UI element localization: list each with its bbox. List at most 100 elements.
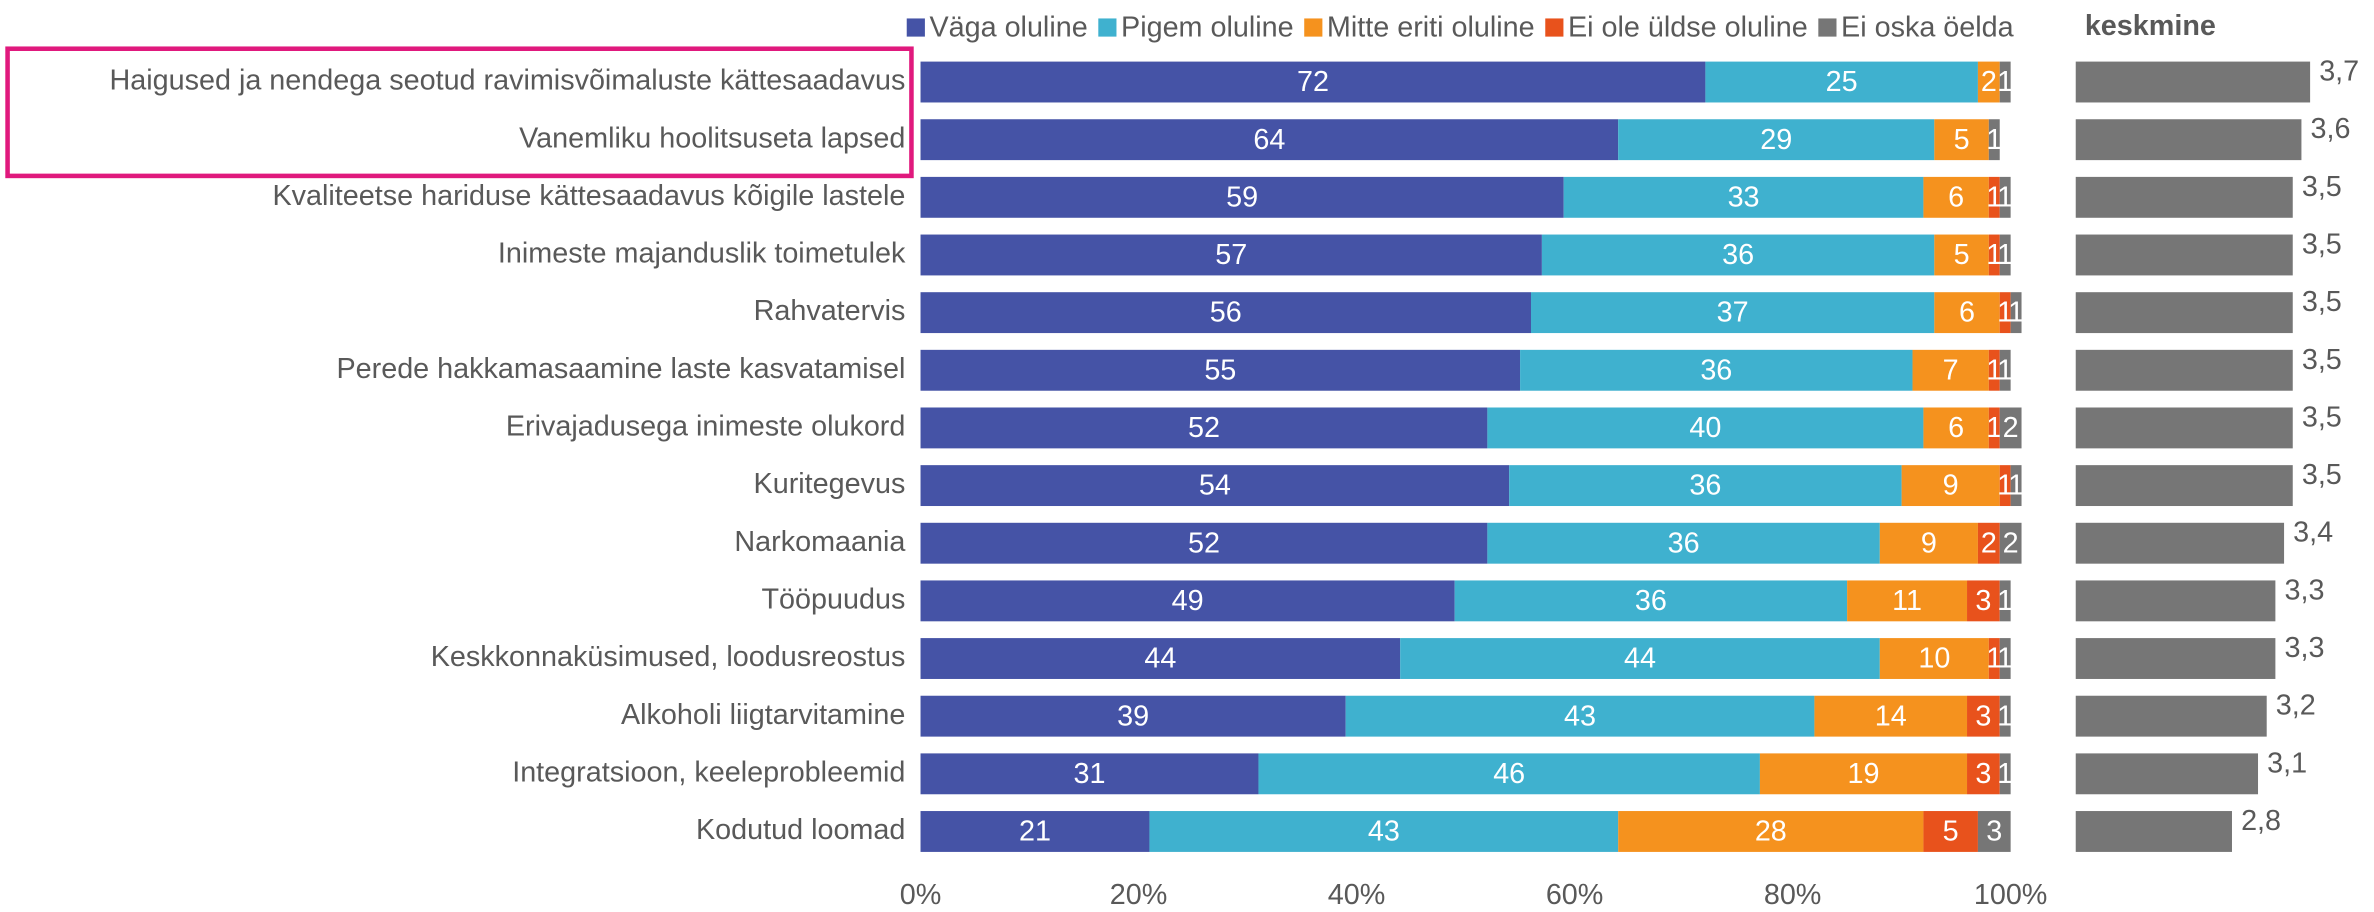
bar — [2075, 61, 2311, 103]
legend-swatch — [906, 18, 925, 37]
category-label: Inimeste majanduslik toimetulek — [498, 238, 906, 270]
data-label: 1 — [1997, 470, 2013, 502]
bar-segment — [920, 119, 1619, 161]
bar-segment — [920, 695, 1346, 737]
data-label: 2 — [2003, 527, 2019, 559]
legend-swatch — [1098, 18, 1117, 37]
data-label: 3 — [1975, 700, 1991, 732]
bar-segment — [920, 580, 1455, 622]
data-label: 43 — [1368, 816, 1400, 848]
bar — [2075, 753, 2259, 795]
data-label: 1 — [1997, 643, 2013, 675]
data-label: 6 — [1948, 412, 1964, 444]
data-label: 40 — [1689, 412, 1721, 444]
data-label: 3,1 — [2267, 747, 2307, 779]
category-label: Narkomaania — [734, 526, 905, 558]
data-label: 3 — [1975, 758, 1991, 790]
bar — [2075, 811, 2232, 852]
bar-segment — [1999, 292, 2011, 334]
bar-segment — [1487, 522, 1880, 564]
category-label: Alkoholi liigtarvitamine — [621, 699, 905, 731]
data-label: 52 — [1188, 412, 1220, 444]
bar — [2075, 465, 2293, 507]
data-label: 25 — [1826, 66, 1858, 98]
data-label: 2 — [2003, 412, 2019, 444]
data-label: 14 — [1875, 700, 1907, 732]
bar-segment — [920, 176, 1564, 218]
bar-segment — [1999, 695, 2011, 737]
bar-segment — [1988, 119, 2000, 161]
bar-segment — [1345, 695, 1815, 737]
data-label: 54 — [1199, 470, 1231, 502]
bar-segment — [920, 61, 1706, 103]
data-label: 3,6 — [2311, 113, 2351, 145]
bar-segment — [920, 349, 1521, 391]
data-label: 46 — [1493, 758, 1525, 790]
data-label: 31 — [1074, 758, 1106, 790]
category-label: Tööpuudus — [762, 583, 906, 615]
bar-segment — [920, 292, 1531, 334]
bar-segment — [1814, 695, 1968, 737]
data-label: 59 — [1226, 181, 1258, 213]
bar-segment — [1923, 811, 1978, 852]
data-label: 52 — [1188, 527, 1220, 559]
data-label: 3 — [1986, 816, 2002, 848]
data-label: 37 — [1717, 297, 1749, 329]
bar-segment — [1988, 234, 2000, 276]
bar-segment — [1999, 522, 2022, 564]
highlight-box — [5, 46, 914, 179]
data-label: 1 — [1997, 181, 2013, 213]
data-label: 9 — [1921, 527, 1937, 559]
bar-segment — [1967, 695, 2000, 737]
bar-segment — [1988, 176, 2000, 218]
bar-segment — [1999, 176, 2011, 218]
category-label: Vanemliku hoolitsuseta lapsed — [519, 122, 905, 154]
bar-segment — [920, 753, 1259, 795]
category-label: Perede hakkamasaamine laste kasvatamisel — [336, 353, 905, 385]
data-label: 1 — [1997, 354, 2013, 386]
category-label: Kvaliteetse hariduse kättesaadavus kõigi… — [272, 180, 905, 212]
data-label: 10 — [1918, 643, 1950, 675]
bar-segment — [1541, 234, 1935, 276]
x-tick-label: 100% — [1974, 879, 2048, 911]
bar-segment — [1149, 811, 1619, 852]
data-label: 1 — [1986, 124, 2002, 156]
bar-segment — [1923, 176, 1989, 218]
bar-segment — [1912, 349, 1989, 391]
data-label: 3,2 — [2276, 690, 2316, 722]
bar-segment — [920, 811, 1150, 852]
data-label: 1 — [1997, 239, 2013, 271]
data-label: 3,3 — [2284, 574, 2324, 606]
data-label: 72 — [1297, 66, 1329, 98]
data-label: 57 — [1215, 239, 1247, 271]
bar — [2075, 407, 2293, 449]
bar-segment — [1988, 638, 2000, 679]
data-label: 1 — [1997, 700, 2013, 732]
data-label: 3,5 — [2302, 459, 2342, 491]
bar-segment — [1967, 580, 2000, 622]
bar-segment — [920, 465, 1510, 507]
bar-segment — [1400, 638, 1880, 679]
data-label: 1 — [1997, 585, 2013, 617]
data-label: 64 — [1253, 124, 1285, 156]
data-label: 36 — [1689, 470, 1721, 502]
bar-segment — [1923, 407, 1989, 449]
data-label: 1 — [2008, 297, 2024, 329]
data-label: 3,5 — [2302, 344, 2342, 376]
category-label: Erivajadusega inimeste olukord — [506, 411, 906, 443]
bar-segment — [1988, 407, 2000, 449]
data-label: 55 — [1204, 354, 1236, 386]
data-label: 36 — [1668, 527, 1700, 559]
bar-segment — [920, 234, 1542, 276]
legend-label: Ei oska öelda — [1841, 12, 2014, 44]
bar-segment — [1847, 580, 1968, 622]
bar-segment — [1999, 349, 2011, 391]
bar-segment — [1879, 638, 1989, 679]
data-label: 1 — [1997, 297, 2013, 329]
data-label: 3,5 — [2302, 171, 2342, 203]
bar-segment — [1705, 61, 1978, 103]
data-label: 6 — [1959, 297, 1975, 329]
data-label: 3,3 — [2284, 632, 2324, 664]
bar-segment — [1487, 407, 1924, 449]
